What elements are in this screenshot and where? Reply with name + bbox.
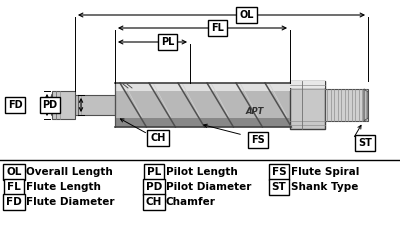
Bar [290, 81, 325, 129]
Bar [115, 83, 290, 91]
Text: CH: CH [146, 197, 162, 207]
Text: FL: FL [211, 23, 224, 33]
Text: OL: OL [6, 167, 22, 177]
Polygon shape [49, 94, 52, 116]
Bar [115, 118, 290, 127]
Text: Chamfer: Chamfer [166, 197, 216, 207]
Text: FD: FD [8, 100, 22, 110]
Text: Shank Type: Shank Type [291, 182, 358, 192]
Text: FL: FL [7, 182, 21, 192]
Text: FD: FD [6, 197, 22, 207]
Text: PL: PL [147, 167, 161, 177]
Polygon shape [364, 89, 368, 121]
Text: Pilot Diameter: Pilot Diameter [166, 182, 251, 192]
Text: Flute Spiral: Flute Spiral [291, 167, 359, 177]
Bar [115, 83, 290, 127]
Bar [52, 91, 75, 119]
Text: PD: PD [146, 182, 162, 192]
Bar [75, 95, 115, 115]
Text: Pilot Length: Pilot Length [166, 167, 238, 177]
Text: PD: PD [42, 100, 58, 110]
Text: FS: FS [272, 167, 286, 177]
Text: ST: ST [272, 182, 286, 192]
Text: PL: PL [161, 37, 174, 47]
Text: Overall Length: Overall Length [26, 167, 113, 177]
Bar [290, 81, 325, 88]
Text: Flute Diameter: Flute Diameter [26, 197, 114, 207]
Text: Flute Length: Flute Length [26, 182, 101, 192]
Text: CH: CH [150, 133, 166, 143]
Text: APT: APT [246, 106, 264, 116]
Text: OL: OL [239, 10, 254, 20]
Bar [325, 89, 368, 121]
Text: FS: FS [251, 135, 265, 145]
Text: ST: ST [358, 138, 372, 148]
